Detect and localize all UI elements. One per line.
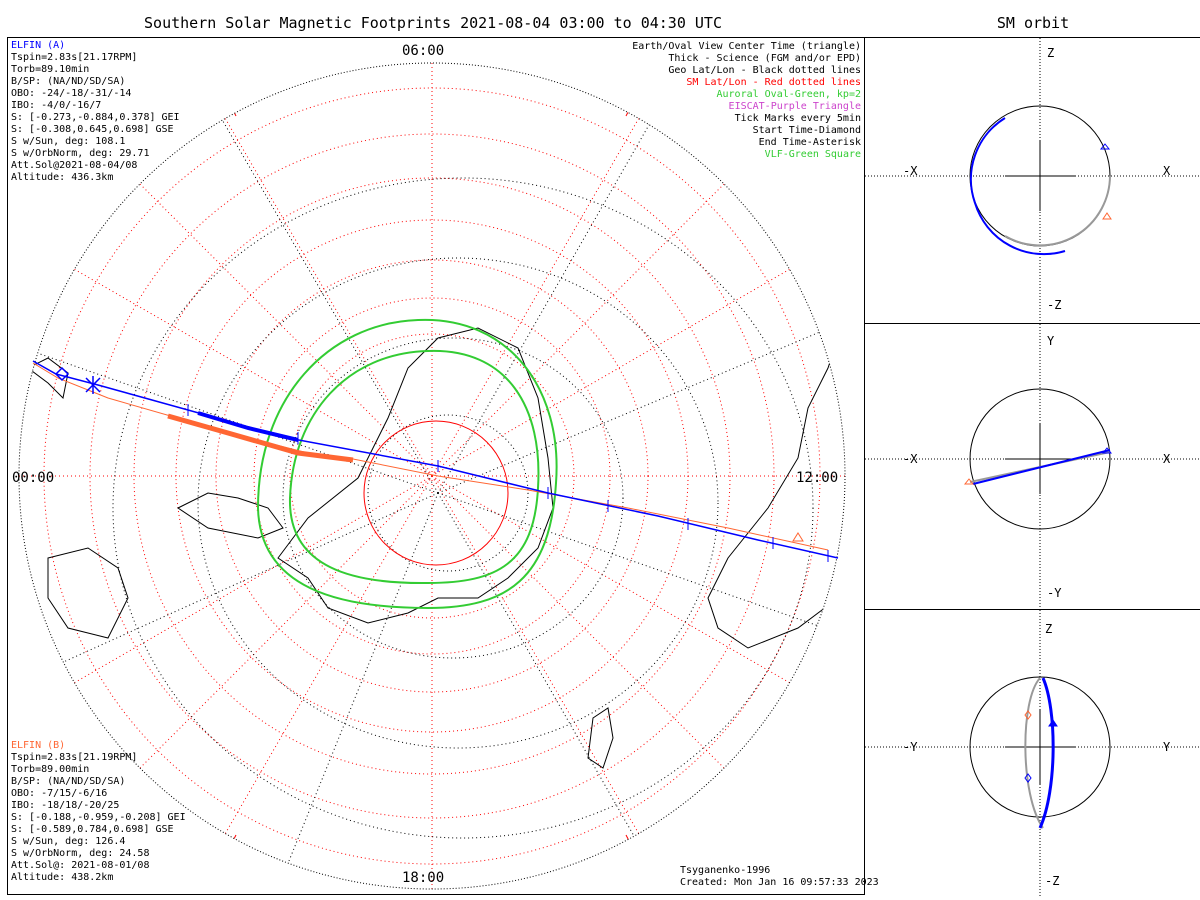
footprint-map [18, 62, 846, 890]
elfin-b-line: S w/OrbNorm, deg: 24.58 [11, 848, 150, 859]
legend-item: Geo Lat/Lon - Black dotted lines [668, 65, 861, 76]
clock-label-right: 12:00 [796, 470, 839, 486]
elfin-a-line: B/SP: (NA/ND/SD/SA) [11, 76, 126, 87]
elfin-b-info: ELFIN (B) Tspin=2.83s[21.19RPM] Torb=89.… [11, 740, 186, 884]
earth-limb [18, 62, 846, 890]
legend-item: SM Lat/Lon - Red dotted lines [686, 77, 861, 88]
clock-label-left: 00:00 [12, 470, 55, 486]
clock-label-bottom: 18:00 [402, 870, 445, 886]
axis-label-bottom: -Y [1047, 586, 1062, 600]
clock-label-top: 06:00 [402, 43, 445, 59]
elfin-a-line: IBO: -4/0/-16/7 [11, 100, 102, 111]
plot-title: Southern Solar Magnetic Footprints 2021-… [144, 14, 722, 32]
elfin-a-info: ELFIN (A) Tspin=2.83s[21.17RPM] Torb=89.… [11, 40, 180, 184]
axis-label-right: X [1163, 164, 1171, 178]
axis-label-top: Z [1047, 46, 1055, 60]
auroral-oval [256, 318, 558, 610]
elfin-a-line: S: [-0.308,0.645,0.698] GSE [11, 124, 174, 135]
legend-item: EISCAT-Purple Triangle [728, 101, 861, 112]
elfin-a-line: Att.Sol@2021-08-04/08 [11, 160, 138, 171]
elfin-a-line: S: [-0.273,-0.884,0.378] GEI [11, 112, 180, 123]
legend: Earth/Oval View Center Time (triangle) T… [632, 41, 861, 161]
elfin-b-line: S: [-0.188,-0.959,-0.208] GEI [11, 812, 186, 823]
legend-item: Start Time-Diamond [752, 125, 861, 136]
legend-item: End Time-Asterisk [758, 137, 861, 148]
geo-latitude-circles [112, 177, 814, 839]
elfin-a-line: Torb=89.10min [11, 64, 90, 75]
elfin-a-start-diamond [54, 366, 70, 382]
sm-panel-yz: Z -Z -Y Y [865, 609, 1200, 896]
footprint-map-frame: 06:00 18:00 00:00 12:00 ELFIN (A) Tspin=… [7, 37, 879, 895]
axis-label-left: -X [903, 164, 918, 178]
elfin-b-line: S: [-0.589,0.784,0.698] GSE [11, 824, 174, 835]
elfin-a-tick-marks [187, 404, 829, 562]
elfin-a-line: S w/OrbNorm, deg: 29.71 [11, 148, 150, 159]
elfin-a-line: OBO: -24/-18/-31/-14 [11, 88, 132, 99]
elfin-a-end-asterisk [85, 376, 101, 394]
elfin-b-line: Torb=89.00min [11, 764, 90, 775]
legend-item: Tick Marks every 5min [734, 113, 861, 124]
sm-panel-xz: Z -Z -X X [865, 37, 1200, 325]
elfin-b-line: S w/Sun, deg: 126.4 [11, 836, 126, 847]
axis-label-right: Y [1163, 740, 1171, 754]
legend-item: Earth/Oval View Center Time (triangle) [632, 41, 861, 52]
credits: Tsyganenko-1996 Created: Mon Jan 16 09:5… [680, 865, 879, 889]
elfin-b-line: Tspin=2.83s[21.19RPM] [11, 752, 138, 763]
sm-longitude-lines [19, 63, 845, 889]
elfin-a-track [32, 360, 839, 562]
elfin-a-line: S w/Sun, deg: 108.1 [11, 136, 126, 147]
elfin-b-track [32, 362, 829, 551]
geo-longitude-lines [22, 77, 845, 889]
axis-label-left: -Y [903, 740, 918, 754]
elfin-a-name: ELFIN (A) [11, 40, 66, 51]
axis-label-bottom: -Z [1047, 298, 1062, 312]
sm-inner-circle [363, 420, 509, 566]
axis-label-top: Z [1045, 622, 1053, 636]
elfin-b-line: Altitude: 438.2km [11, 872, 114, 883]
axis-label-top: Y [1047, 334, 1055, 348]
elfin-b-line: IBO: -18/18/-20/25 [11, 800, 120, 811]
legend-item: VLF-Green Square [764, 149, 861, 160]
coastlines [27, 327, 845, 769]
elfin-b-triangle-marker [792, 532, 804, 542]
axis-label-left: -X [903, 452, 918, 466]
legend-item: Auroral Oval-Green, kp=2 [716, 89, 862, 100]
elfin-b-line: B/SP: (NA/ND/SD/SA) [11, 776, 126, 787]
elfin-a-line: Altitude: 436.3km [11, 172, 114, 183]
elfin-a-line: Tspin=2.83s[21.17RPM] [11, 52, 138, 63]
axis-label-right: X [1163, 452, 1171, 466]
legend-item: Thick - Science (FGM and/or EPD) [668, 53, 861, 64]
axis-label-bottom: -Z [1045, 874, 1060, 888]
model-name: Tsyganenko-1996 [680, 865, 771, 876]
elfin-b-line: Att.Sol@: 2021-08-01/08 [11, 860, 150, 871]
created-date: Created: Mon Jan 16 09:57:33 2023 [680, 877, 879, 888]
elfin-b-name: ELFIN (B) [11, 740, 66, 751]
sm-panel-xy: Y -Y -X X [865, 323, 1200, 611]
elfin-b-line: OBO: -7/15/-6/16 [11, 788, 108, 799]
sm-orbit-title: SM orbit [996, 14, 1070, 32]
